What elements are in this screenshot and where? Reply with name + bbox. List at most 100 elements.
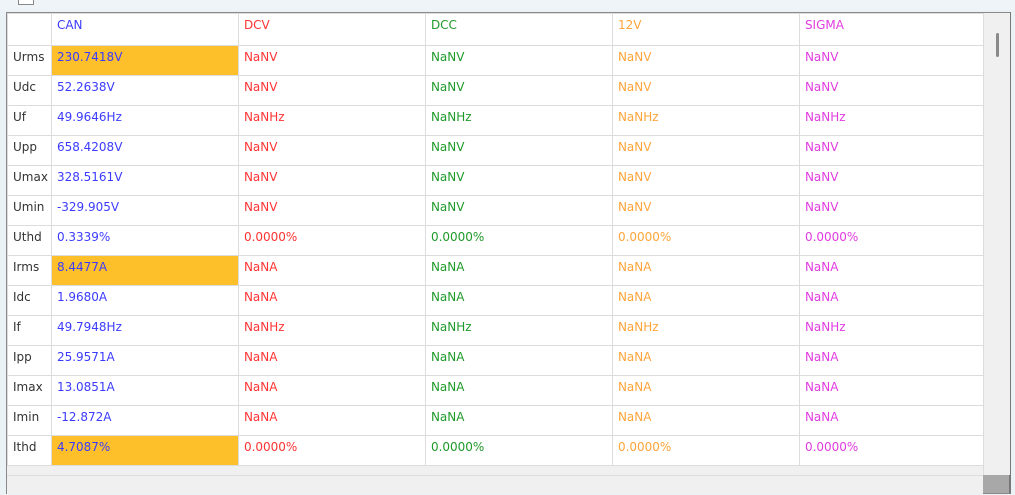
- row-header[interactable]: Imax: [7, 375, 52, 406]
- cell-dcc[interactable]: 0.0000%: [424, 225, 613, 256]
- table-row: Idc 1.9680A NaNA NaNA NaNA NaNA: [7, 285, 988, 316]
- cell-12v[interactable]: NaNV: [611, 165, 800, 196]
- cell-sigma[interactable]: NaNV: [798, 195, 988, 226]
- cell-sigma[interactable]: 0.0000%: [798, 225, 988, 256]
- cell-12v[interactable]: NaNHz: [611, 315, 800, 346]
- cell-can[interactable]: 230.7418V: [50, 45, 239, 76]
- table-row: Ithd 4.7087% 0.0000% 0.0000% 0.0000% 0.0000%: [7, 435, 988, 466]
- cell-dcc[interactable]: NaNA: [424, 375, 613, 406]
- cell-12v[interactable]: NaNHz: [611, 105, 800, 136]
- cell-dcv[interactable]: NaNA: [237, 405, 426, 436]
- scrollbar-corner: [983, 475, 1009, 493]
- table-row: Udc 52.2638V NaNV NaNV NaNV NaNV: [7, 75, 988, 106]
- row-header[interactable]: If: [7, 315, 52, 346]
- cell-dcc[interactable]: NaNA: [424, 255, 613, 286]
- cell-dcv[interactable]: NaNA: [237, 345, 426, 376]
- cell-dcv[interactable]: NaNV: [237, 195, 426, 226]
- row-header[interactable]: Umax: [7, 165, 52, 196]
- row-header[interactable]: Idc: [7, 285, 52, 316]
- cell-12v[interactable]: NaNV: [611, 195, 800, 226]
- cell-dcv[interactable]: NaNA: [237, 285, 426, 316]
- cell-sigma[interactable]: NaNHz: [798, 315, 988, 346]
- cell-dcv[interactable]: NaNA: [237, 255, 426, 286]
- row-header[interactable]: Ipp: [7, 345, 52, 376]
- cell-dcc[interactable]: 0.0000%: [424, 435, 613, 466]
- cell-sigma[interactable]: NaNHz: [798, 105, 988, 136]
- cell-sigma[interactable]: NaNV: [798, 165, 988, 196]
- row-header[interactable]: Udc: [7, 75, 52, 106]
- cell-dcv[interactable]: NaNV: [237, 45, 426, 76]
- cell-dcc[interactable]: NaNV: [424, 135, 613, 166]
- cell-sigma[interactable]: 0.0000%: [798, 435, 988, 466]
- column-header-sigma[interactable]: SIGMA: [798, 13, 988, 46]
- cell-12v[interactable]: NaNA: [611, 345, 800, 376]
- cell-dcc[interactable]: NaNA: [424, 345, 613, 376]
- cell-dcc[interactable]: NaNA: [424, 285, 613, 316]
- row-header[interactable]: Imin: [7, 405, 52, 436]
- cell-12v[interactable]: 0.0000%: [611, 435, 800, 466]
- row-header[interactable]: Uthd: [7, 225, 52, 256]
- row-header[interactable]: Urms: [7, 45, 52, 76]
- cell-12v[interactable]: NaNA: [611, 375, 800, 406]
- column-header-dcv[interactable]: DCV: [237, 13, 426, 46]
- cell-dcc[interactable]: NaNV: [424, 75, 613, 106]
- cell-sigma[interactable]: NaNV: [798, 45, 988, 76]
- row-header[interactable]: Ithd: [7, 435, 52, 466]
- cell-dcv[interactable]: NaNV: [237, 165, 426, 196]
- cell-dcc[interactable]: NaNA: [424, 405, 613, 436]
- cell-dcv[interactable]: NaNA: [237, 375, 426, 406]
- horizontal-scrollbar[interactable]: [7, 475, 983, 494]
- cell-12v[interactable]: NaNA: [611, 405, 800, 436]
- cell-can[interactable]: 1.9680A: [50, 285, 239, 316]
- cell-can[interactable]: 25.9571A: [50, 345, 239, 376]
- cell-can[interactable]: -12.872A: [50, 405, 239, 436]
- cell-dcv[interactable]: 0.0000%: [237, 225, 426, 256]
- cell-can[interactable]: 8.4477A: [50, 255, 239, 286]
- cell-12v[interactable]: 0.0000%: [611, 225, 800, 256]
- row-header[interactable]: Upp: [7, 135, 52, 166]
- cell-dcc[interactable]: NaNV: [424, 165, 613, 196]
- scrollbar-thumb[interactable]: [996, 33, 999, 57]
- cell-dcc[interactable]: NaNHz: [424, 105, 613, 136]
- cell-sigma[interactable]: NaNV: [798, 135, 988, 166]
- cell-dcv[interactable]: NaNHz: [237, 315, 426, 346]
- row-header[interactable]: Umin: [7, 195, 52, 226]
- cell-can[interactable]: -329.905V: [50, 195, 239, 226]
- cell-can[interactable]: 52.2638V: [50, 75, 239, 106]
- cell-can[interactable]: 13.0851A: [50, 375, 239, 406]
- cell-dcv[interactable]: NaNV: [237, 75, 426, 106]
- cell-dcv[interactable]: 0.0000%: [237, 435, 426, 466]
- cell-can[interactable]: 0.3339%: [50, 225, 239, 256]
- measurement-table: CAN DCV DCC 12V SIGMA Urms 230.7418V NaNV NaNV Na…: [7, 13, 988, 466]
- cell-dcv[interactable]: NaNHz: [237, 105, 426, 136]
- cell-12v[interactable]: NaNA: [611, 255, 800, 286]
- cell-12v[interactable]: NaNV: [611, 45, 800, 76]
- cell-sigma[interactable]: NaNV: [798, 75, 988, 106]
- cell-dcc[interactable]: NaNHz: [424, 315, 613, 346]
- row-header[interactable]: Uf: [7, 105, 52, 136]
- cell-sigma[interactable]: NaNA: [798, 285, 988, 316]
- column-header-12v[interactable]: 12V: [611, 13, 800, 46]
- table-row: Upp 658.4208V NaNV NaNV NaNV NaNV: [7, 135, 988, 166]
- cell-can[interactable]: 328.5161V: [50, 165, 239, 196]
- column-header-dcc[interactable]: DCC: [424, 13, 613, 46]
- measurement-grid: CAN DCV DCC 12V SIGMA Urms 230.7418V NaNV NaNV Na…: [6, 12, 1011, 494]
- cell-dcc[interactable]: NaNV: [424, 195, 613, 226]
- cell-sigma[interactable]: NaNA: [798, 405, 988, 436]
- cell-can[interactable]: 49.7948Hz: [50, 315, 239, 346]
- cell-dcv[interactable]: NaNV: [237, 135, 426, 166]
- cell-can[interactable]: 49.9646Hz: [50, 105, 239, 136]
- cell-can[interactable]: 658.4208V: [50, 135, 239, 166]
- cell-dcc[interactable]: NaNV: [424, 45, 613, 76]
- column-header-can[interactable]: CAN: [50, 13, 239, 46]
- cell-12v[interactable]: NaNV: [611, 135, 800, 166]
- cell-sigma[interactable]: NaNA: [798, 375, 988, 406]
- vertical-scrollbar[interactable]: [983, 13, 1010, 475]
- table-row: Ipp 25.9571A NaNA NaNA NaNA NaNA: [7, 345, 988, 376]
- cell-12v[interactable]: NaNA: [611, 285, 800, 316]
- cell-12v[interactable]: NaNV: [611, 75, 800, 106]
- cell-sigma[interactable]: NaNA: [798, 345, 988, 376]
- row-header[interactable]: Irms: [7, 255, 52, 286]
- cell-sigma[interactable]: NaNA: [798, 255, 988, 286]
- cell-can[interactable]: 4.7087%: [50, 435, 239, 466]
